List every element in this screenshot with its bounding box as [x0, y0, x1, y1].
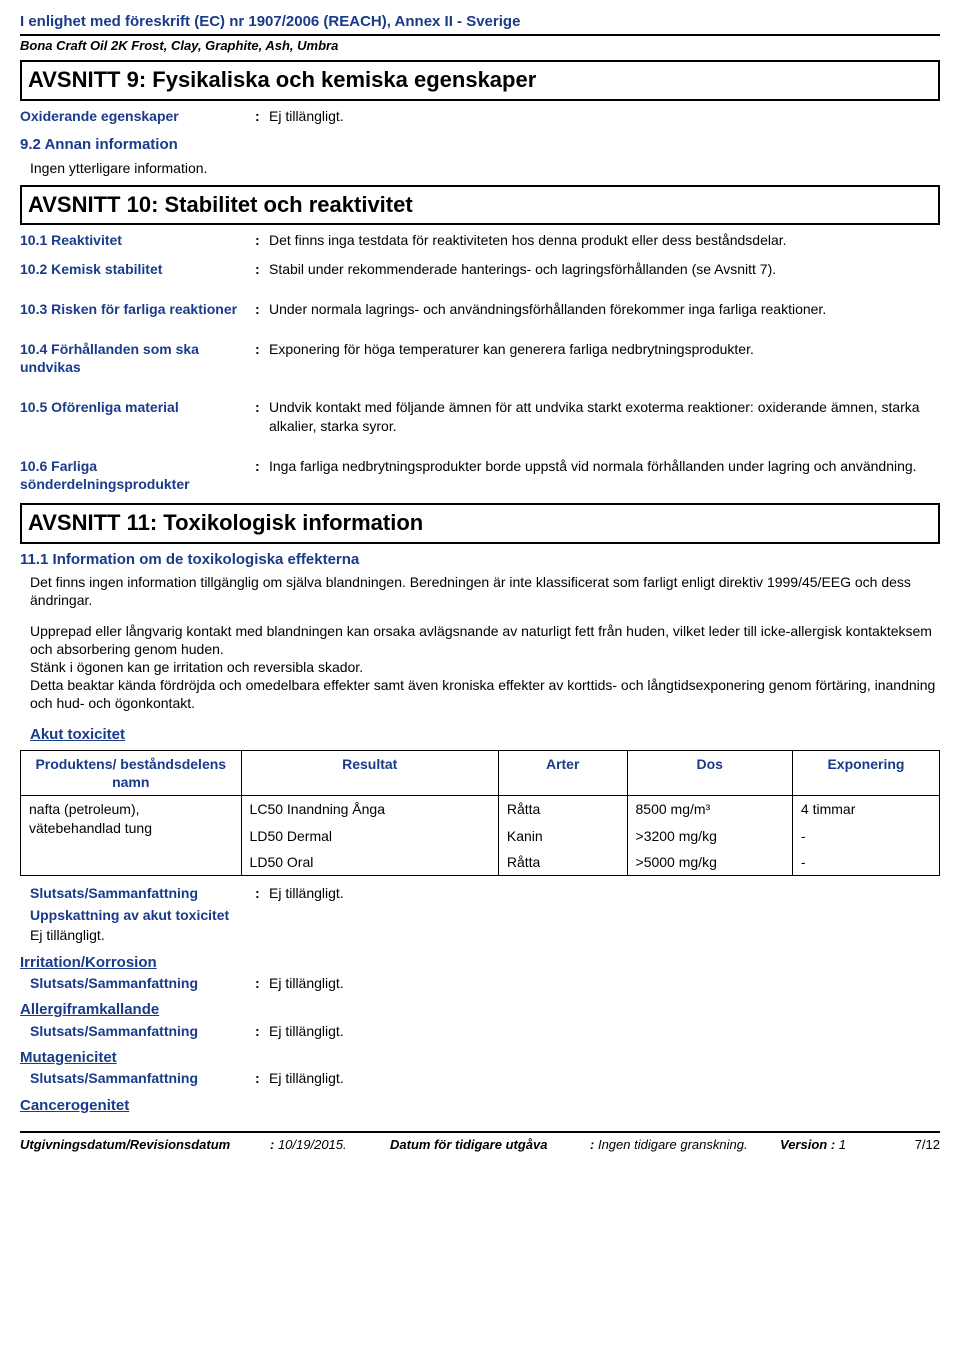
section-9-title: AVSNITT 9: Fysikaliska och kemiska egens… [20, 60, 940, 101]
value-10-2: Stabil under rekommenderade hanterings- … [269, 260, 940, 278]
label-10-4: 10.4 Förhållanden som ska undvikas [20, 340, 255, 376]
conclusion-row-muta: Slutsats/Sammanfattning : Ej tillängligt… [30, 1069, 940, 1087]
row-10-2: 10.2 Kemisk stabilitet : Stabil under re… [20, 260, 940, 278]
colon: : [255, 974, 269, 992]
cell-dose: >5000 mg/kg [627, 849, 792, 876]
cell-result: LC50 Inandning Ånga [241, 796, 498, 823]
mutagen-heading: Mutagenicitet [20, 1048, 940, 1068]
row-10-1: 10.1 Reaktivitet : Det finns inga testda… [20, 231, 940, 249]
row-10-6: 10.6 Farliga sönderdelningsprodukter : I… [20, 457, 940, 493]
row-10-4: 10.4 Förhållanden som ska undvikas : Exp… [20, 340, 940, 376]
regulation-header: I enlighet med föreskrift (EC) nr 1907/2… [20, 12, 940, 36]
footer-date-label: Utgivningsdatum/Revisionsdatum [20, 1137, 230, 1152]
allergen-heading: Allergiframkallande [20, 1000, 940, 1020]
colon: : [255, 1022, 269, 1040]
conclusion-label: Slutsats/Sammanfattning [30, 974, 255, 992]
th-species: Arter [498, 751, 627, 796]
th-product: Produktens/ beståndsdelens namn [21, 751, 242, 796]
th-result: Resultat [241, 751, 498, 796]
footer-date-value: 10/19/2015. [278, 1137, 347, 1152]
product-name: Bona Craft Oil 2K Frost, Clay, Graphite,… [20, 38, 940, 55]
conclusion-value: Ej tillängligt. [269, 1069, 940, 1087]
cell-species: Råtta [498, 849, 627, 876]
colon: : [255, 107, 269, 125]
sec-9-2-text: Ingen ytterligare information. [30, 159, 940, 177]
conclusion-value: Ej tillängligt. [269, 1022, 940, 1040]
colon: : [255, 884, 269, 902]
irritation-heading: Irritation/Korrosion [20, 953, 940, 973]
cell-exposure: - [792, 849, 939, 876]
cell-product: nafta (petroleum), vätebehandlad tung [21, 796, 242, 876]
toxicity-table: Produktens/ beståndsdelens namn Resultat… [20, 750, 940, 876]
label-10-2: 10.2 Kemisk stabilitet [20, 260, 255, 278]
row-10-5: 10.5 Oförenliga material : Undvik kontak… [20, 398, 940, 434]
colon: : [255, 1069, 269, 1087]
cell-dose: >3200 mg/kg [627, 823, 792, 849]
label-10-3: 10.3 Risken för farliga reaktioner [20, 300, 255, 318]
table-header-row: Produktens/ beståndsdelens namn Resultat… [21, 751, 940, 796]
oxidizing-label: Oxiderande egenskaper [20, 107, 255, 125]
colon: : [255, 231, 269, 249]
conclusion-label: Slutsats/Sammanfattning [30, 1069, 255, 1087]
cell-species: Kanin [498, 823, 627, 849]
table-row: nafta (petroleum), vätebehandlad tung LC… [21, 796, 940, 823]
footer-prev-value: Ingen tidigare granskning. [598, 1137, 748, 1152]
value-10-5: Undvik kontakt med följande ämnen för at… [269, 398, 940, 434]
sec-11-para1: Det finns ingen information tillgänglig … [30, 573, 940, 609]
row-10-3: 10.3 Risken för farliga reaktioner : Und… [20, 300, 940, 318]
cell-species: Råtta [498, 796, 627, 823]
cell-exposure: 4 timmar [792, 796, 939, 823]
label-10-1: 10.1 Reaktivitet [20, 231, 255, 249]
colon: : [255, 457, 269, 493]
value-10-3: Under normala lagrings- och användningsf… [269, 300, 940, 318]
th-dose: Dos [627, 751, 792, 796]
sec-11-1-heading: 11.1 Information om de toxikologiska eff… [20, 550, 940, 570]
conclusion-row-allerg: Slutsats/Sammanfattning : Ej tillängligt… [30, 1022, 940, 1040]
cell-result: LD50 Dermal [241, 823, 498, 849]
footer-version-label: Version [780, 1137, 827, 1152]
colon: : [255, 340, 269, 376]
footer-page-number: 7/12 [870, 1137, 940, 1154]
colon: : [255, 260, 269, 278]
conclusion-label: Slutsats/Sammanfattning [30, 1022, 255, 1040]
conclusion-row-irr: Slutsats/Sammanfattning : Ej tillängligt… [30, 974, 940, 992]
footer-prev-label: Datum för tidigare utgåva [390, 1137, 547, 1152]
footer-version-value: 1 [839, 1137, 846, 1152]
acute-tox-heading: Akut toxicitet [30, 725, 940, 745]
acute-estimate-value: Ej tillängligt. [30, 926, 940, 944]
value-10-4: Exponering för höga temperaturer kan gen… [269, 340, 940, 376]
cell-dose: 8500 mg/m³ [627, 796, 792, 823]
sec-11-para2: Upprepad eller långvarig kontakt med bla… [30, 622, 940, 713]
th-exposure: Exponering [792, 751, 939, 796]
section-11-title: AVSNITT 11: Toxikologisk information [20, 503, 940, 544]
cancer-heading: Cancerogenitet [20, 1096, 940, 1116]
colon: : [255, 300, 269, 318]
conclusion-value: Ej tillängligt. [269, 974, 940, 992]
value-10-1: Det finns inga testdata för reaktivitete… [269, 231, 940, 249]
label-10-5: 10.5 Oförenliga material [20, 398, 255, 434]
conclusion-value: Ej tillängligt. [269, 884, 940, 902]
conclusion-row-1: Slutsats/Sammanfattning : Ej tillängligt… [30, 884, 940, 902]
value-10-6: Inga farliga nedbrytningsprodukter borde… [269, 457, 940, 493]
acute-estimate-heading: Uppskattning av akut toxicitet [30, 906, 940, 924]
cell-result: LD50 Oral [241, 849, 498, 876]
label-10-6: 10.6 Farliga sönderdelningsprodukter [20, 457, 255, 493]
sec-9-2-heading: 9.2 Annan information [20, 135, 940, 155]
page-footer: Utgivningsdatum/Revisionsdatum : 10/19/2… [20, 1131, 940, 1154]
cell-exposure: - [792, 823, 939, 849]
colon: : [255, 398, 269, 434]
oxidizing-value: Ej tillängligt. [269, 107, 940, 125]
oxidizing-row: Oxiderande egenskaper : Ej tillängligt. [20, 107, 940, 125]
conclusion-label: Slutsats/Sammanfattning [30, 884, 255, 902]
section-10-title: AVSNITT 10: Stabilitet och reaktivitet [20, 185, 940, 226]
